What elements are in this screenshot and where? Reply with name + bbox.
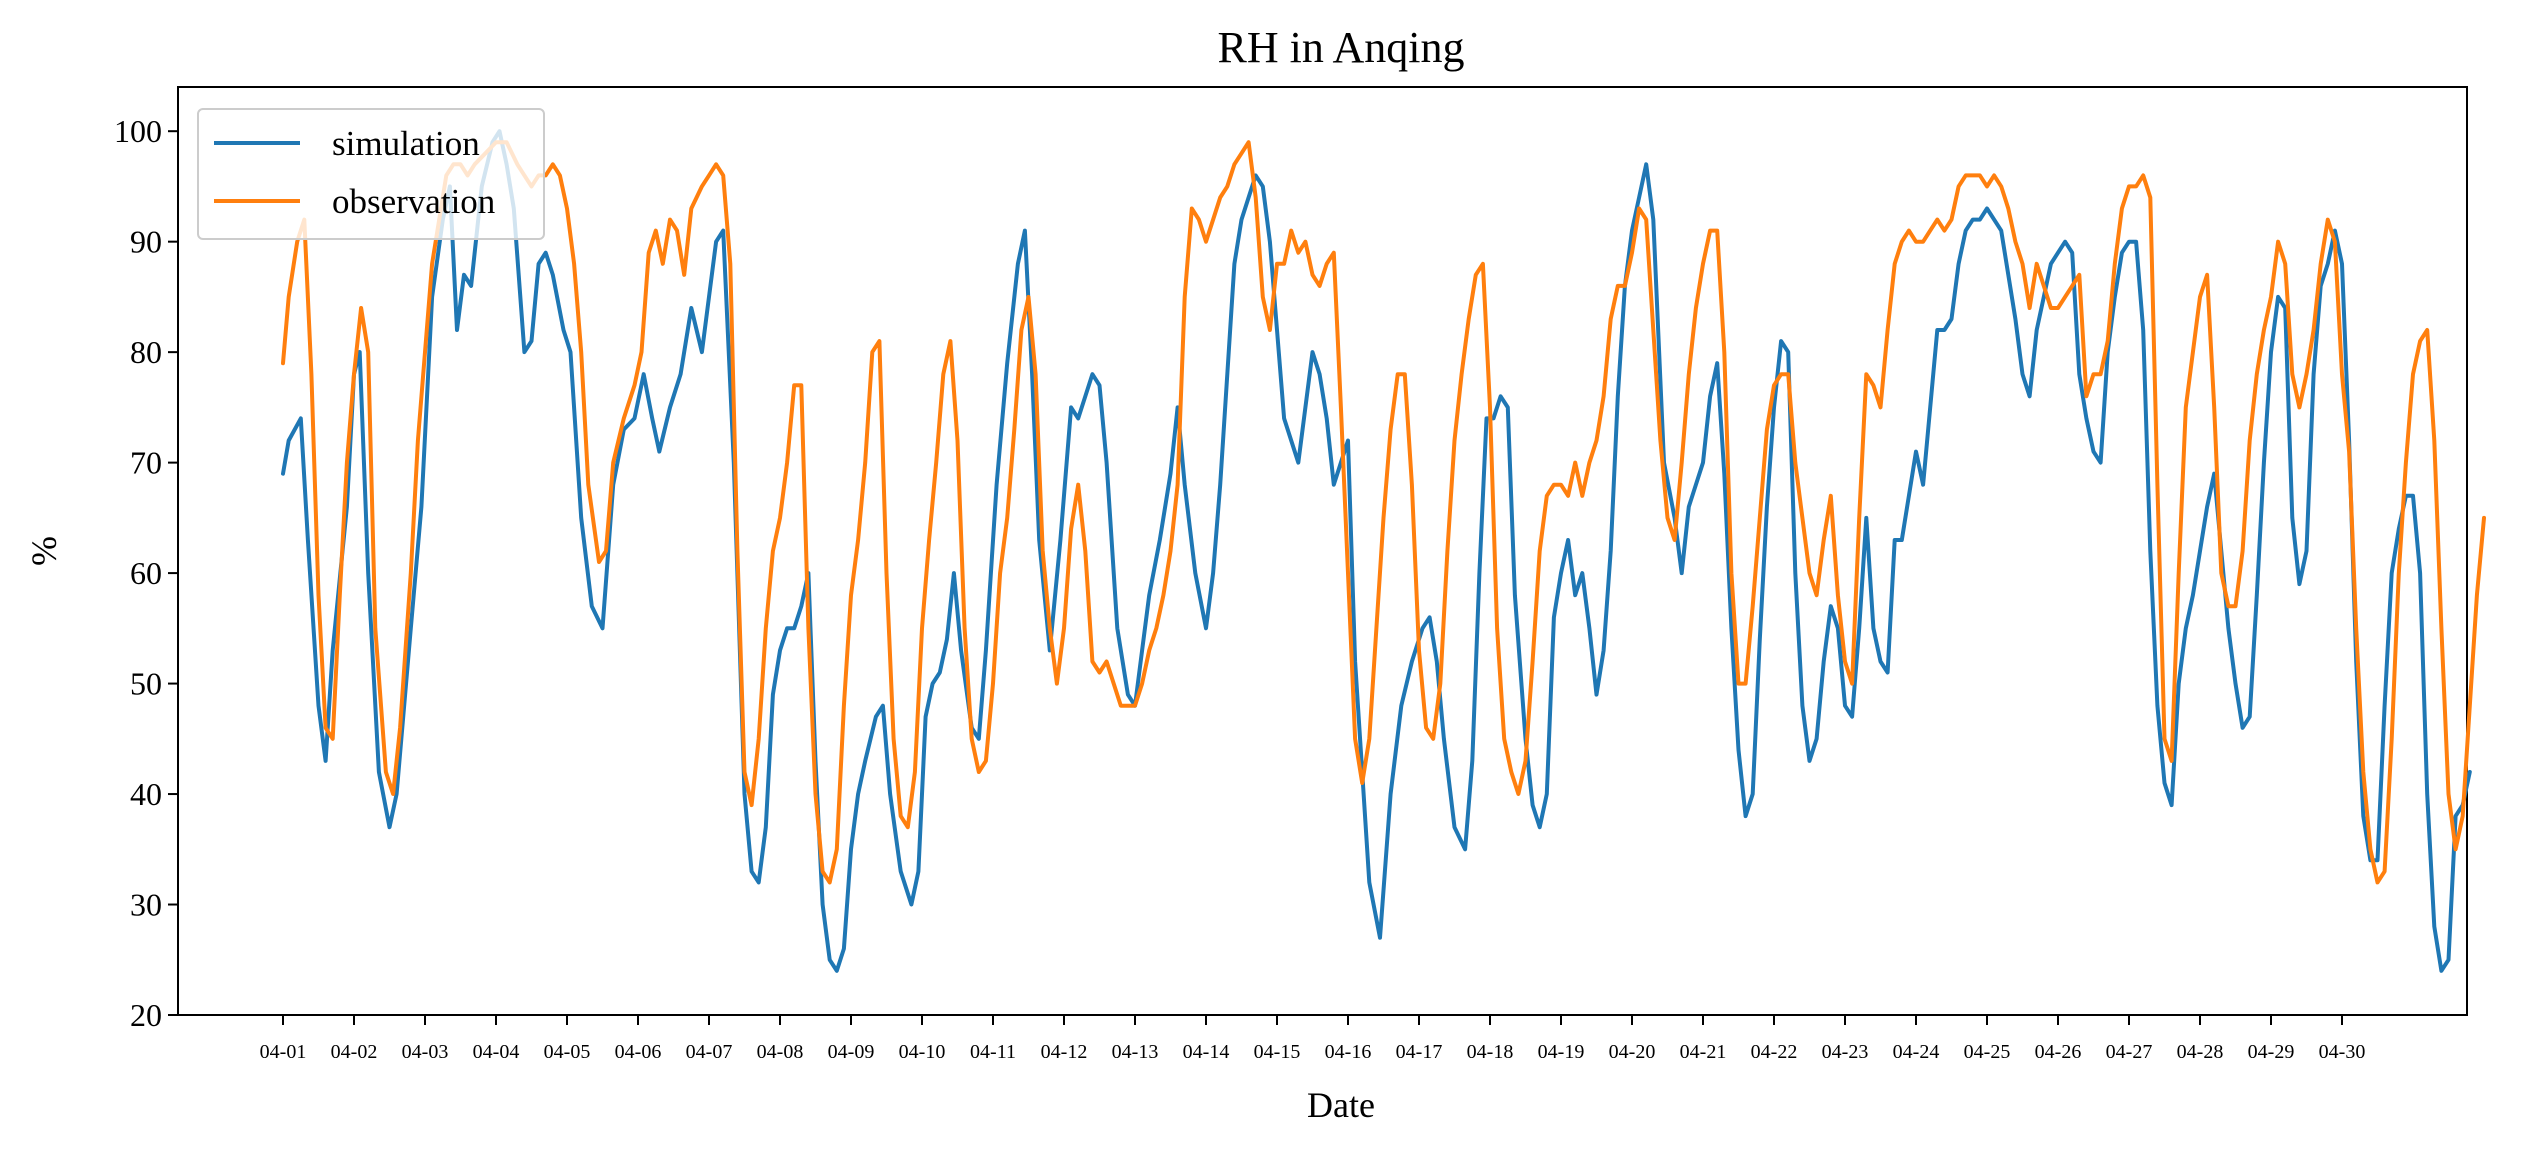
series-line-observation [281,140,2486,885]
x-tick-label: 04-05 [544,1041,591,1063]
x-tick-label: 04-15 [1254,1041,1301,1063]
legend-label-simulation: simulation [332,124,480,163]
x-tick-label: 04-26 [2035,1041,2082,1063]
y-tick-label: 80 [130,334,162,370]
x-tick-label: 04-28 [2177,1041,2224,1063]
x-tick-label: 04-02 [331,1041,378,1063]
x-tick-label: 04-21 [1680,1041,1727,1063]
x-tick-label: 04-25 [1964,1041,2011,1063]
x-tick-label: 04-30 [2319,1041,2366,1063]
x-tick-label: 04-01 [260,1041,307,1063]
x-tick-label: 04-17 [1396,1041,1443,1063]
y-tick-label: 30 [130,887,162,923]
y-tick-label: 90 [130,224,162,260]
x-tick-label: 04-03 [402,1041,449,1063]
x-tick-label: 04-08 [757,1041,804,1063]
x-tick-label: 04-12 [1041,1041,1088,1063]
y-axis-label: % [24,536,64,566]
y-tick-label: 50 [130,666,162,702]
x-tick-label: 04-27 [2106,1041,2153,1063]
x-tick-label: 04-29 [2248,1041,2295,1063]
x-tick-label: 04-16 [1325,1041,1372,1063]
y-tick-label: 20 [130,997,162,1033]
legend: simulation observation [197,108,545,240]
x-tick-label: 04-19 [1538,1041,1585,1063]
y-tick-label: 70 [130,445,162,481]
plot-area [177,86,2468,1016]
x-axis-label: Date [1307,1085,1375,1125]
x-tick-label: 04-14 [1183,1041,1230,1063]
x-tick-label: 04-04 [473,1041,520,1063]
x-tick-label: 04-24 [1893,1041,1940,1063]
x-tick-label: 04-09 [828,1041,875,1063]
y-tick-label: 40 [130,776,162,812]
series-lines [281,129,2486,973]
x-tick-label: 04-23 [1822,1041,1869,1063]
x-axis-ticks: 04-01 04-02 04-03 04-04 04-05 04-06 04-07 04-08… [260,1015,2366,1063]
chart-title: RH in Anqing [1218,23,1465,72]
series-line-simulation [281,129,2472,973]
x-tick-label: 04-06 [615,1041,662,1063]
x-tick-label: 04-07 [686,1041,733,1063]
x-tick-label: 04-20 [1609,1041,1656,1063]
x-tick-label: 04-18 [1467,1041,1514,1063]
y-tick-label: 100 [114,113,162,149]
x-tick-label: 04-10 [899,1041,946,1063]
y-axis-ticks: 20 30 40 50 60 70 80 90 100 [114,113,178,1033]
y-tick-label: 60 [130,555,162,591]
x-tick-label: 04-13 [1112,1041,1159,1063]
x-tick-label: 04-22 [1751,1041,1798,1063]
x-tick-label: 04-11 [970,1041,1016,1063]
legend-label-observation: observation [332,182,495,221]
